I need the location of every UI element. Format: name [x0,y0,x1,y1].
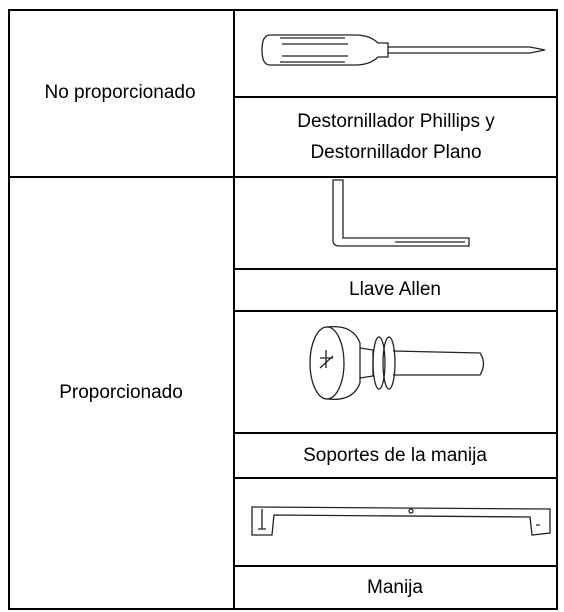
border [233,310,558,312]
border [556,9,558,610]
border [8,176,558,178]
item-label: Destornillador Phillips y Destornillador… [297,110,495,163]
border [233,432,558,434]
border [233,96,558,98]
border [8,9,558,11]
item-label: Soportes de la manija [303,444,487,466]
item-label: Llave Allen [349,279,441,300]
item-label: Manija [367,576,423,598]
group-label: No proporcionado [44,82,196,103]
screw-icon [309,325,485,401]
border [8,9,10,610]
handle-icon [251,506,551,536]
border [233,477,558,479]
group-label: Proporcionado [59,381,183,403]
allen-key-icon [332,179,470,247]
border [233,9,235,610]
border [8,608,558,610]
screwdriver-icon [261,34,546,66]
border [233,565,558,567]
border [233,268,558,270]
